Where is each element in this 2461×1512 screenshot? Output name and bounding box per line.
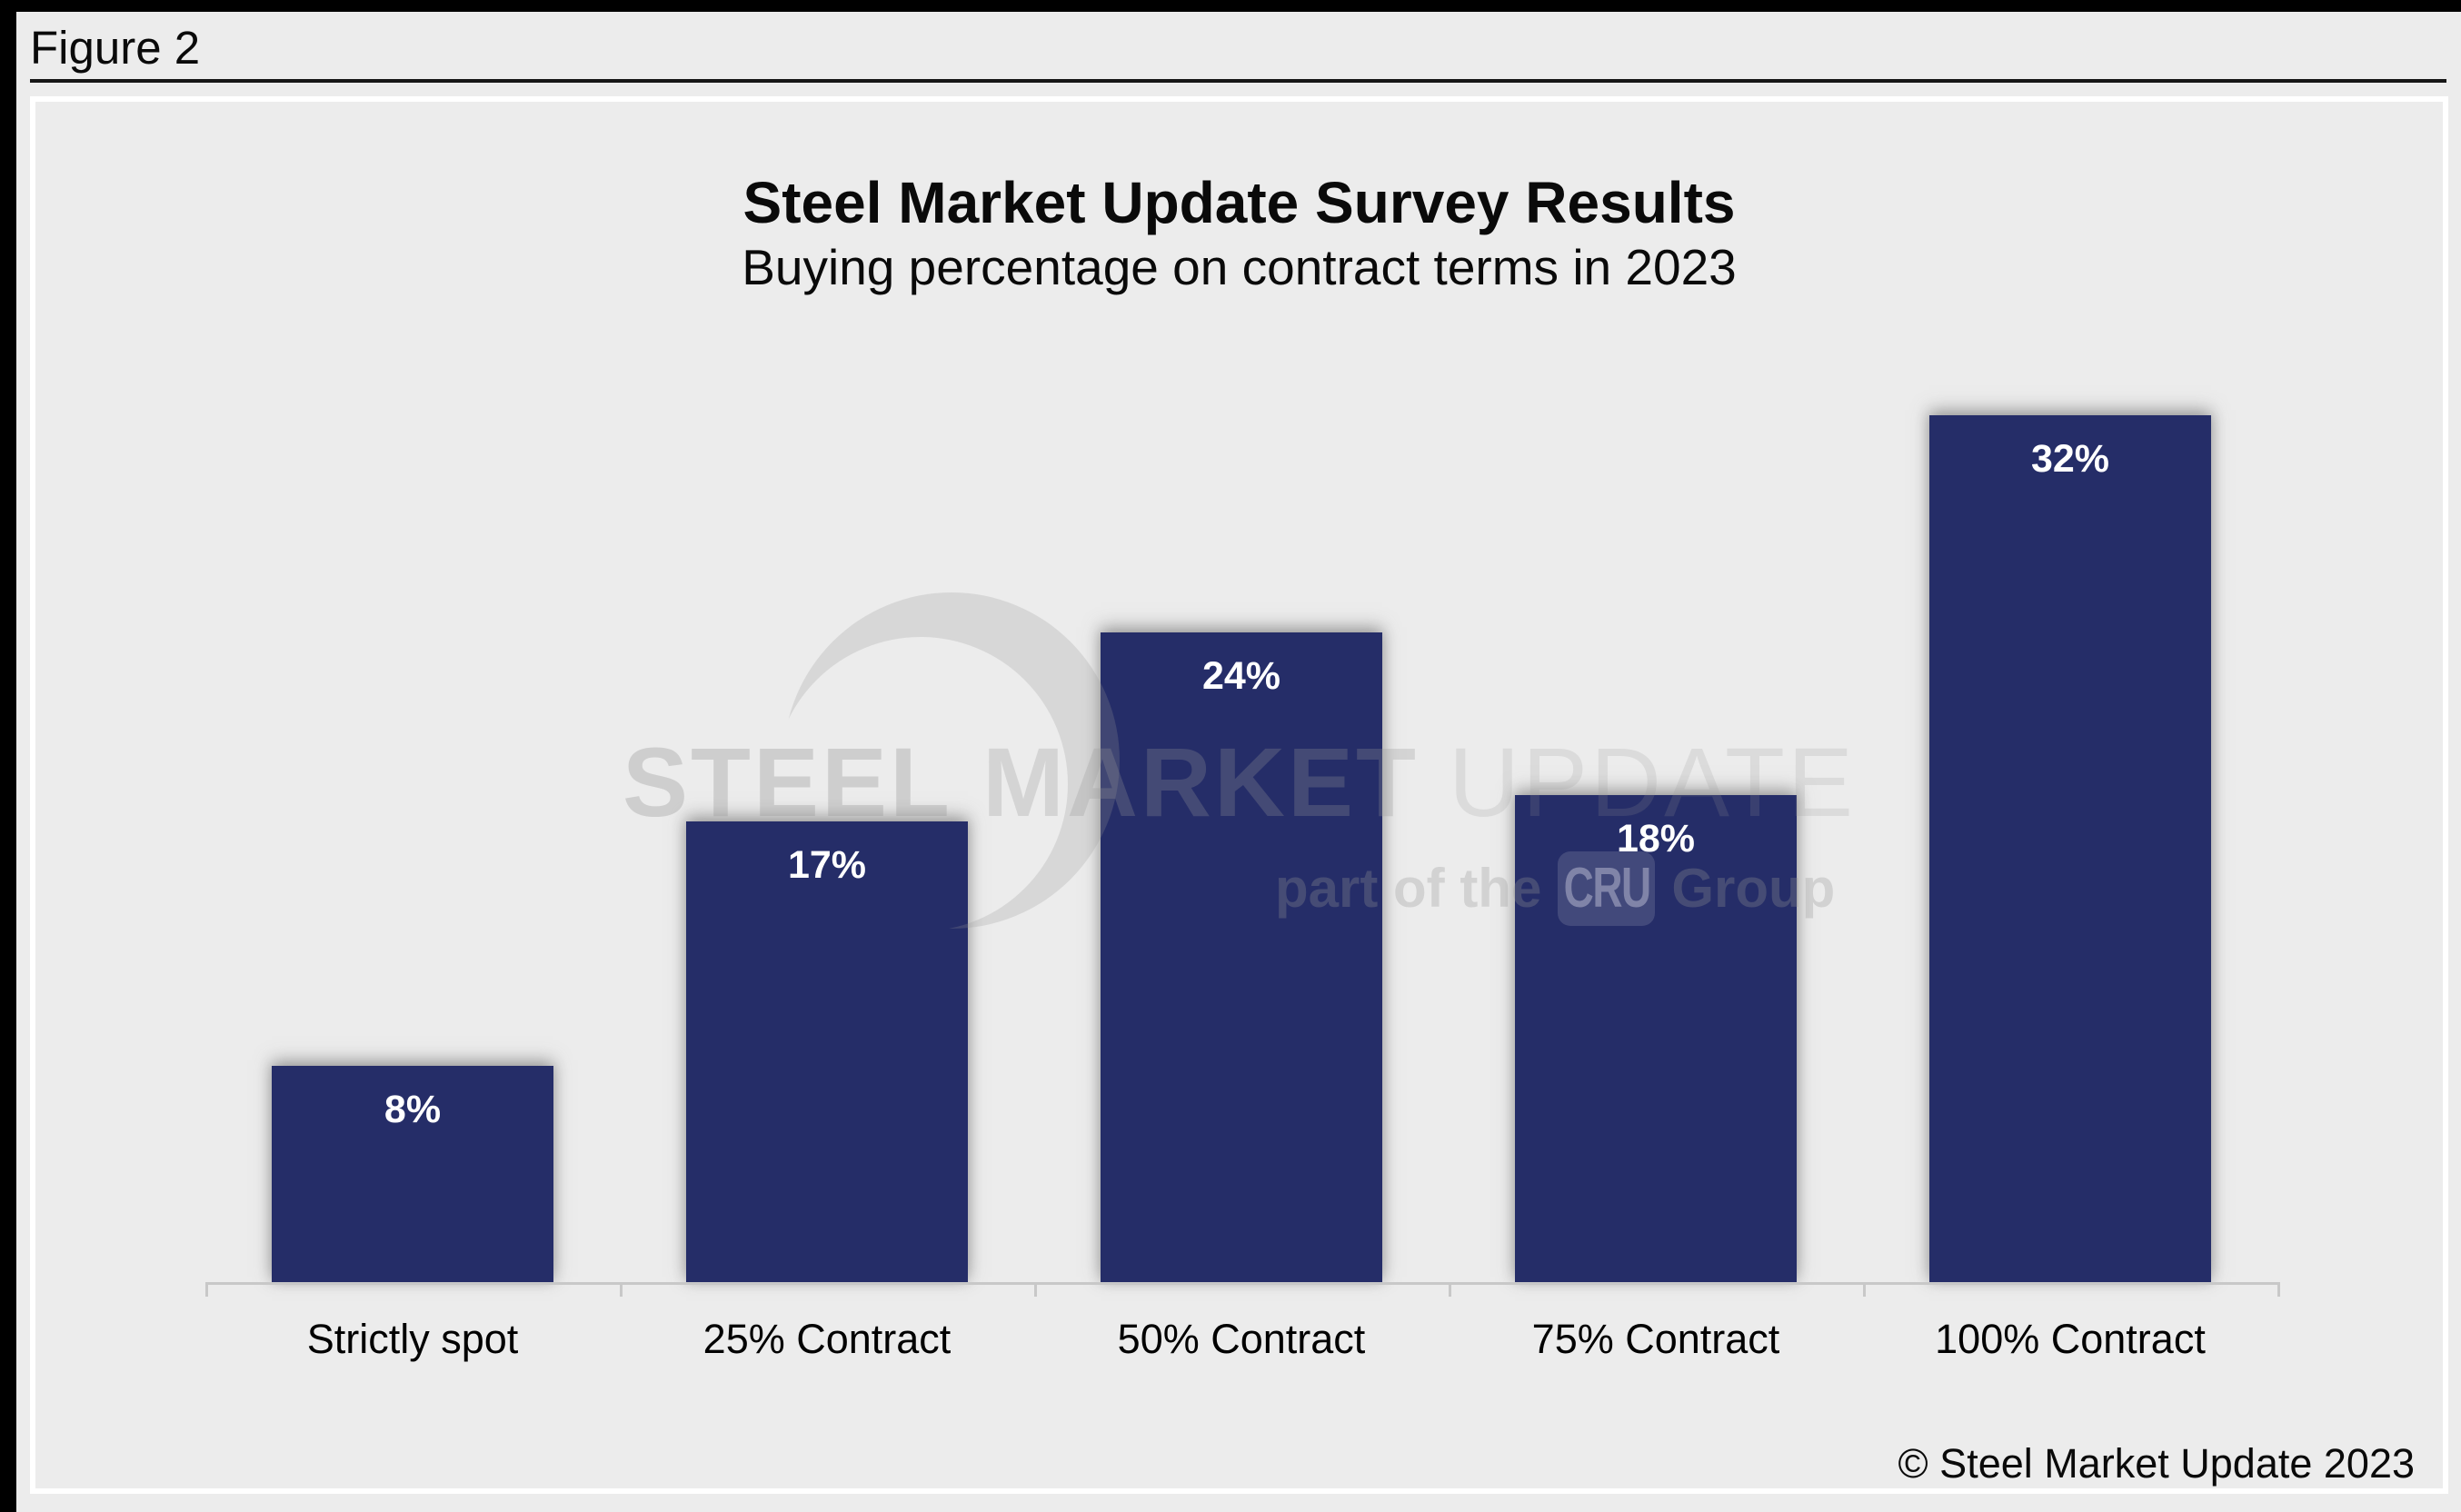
figure-label: Figure 2 <box>30 22 201 74</box>
category-label: 100% Contract <box>1935 1316 2206 1362</box>
copyright-notice: © Steel Market Update 2023 <box>1898 1440 2415 1487</box>
bar: 32% <box>1929 415 2211 1282</box>
x-axis-tick <box>1034 1282 1037 1297</box>
category-label: 25% Contract <box>702 1316 952 1362</box>
bar-value-label: 18% <box>1616 817 1696 860</box>
x-axis-tick <box>205 1282 208 1297</box>
x-axis-tick <box>2277 1282 2280 1297</box>
x-axis-tick <box>1449 1282 1451 1297</box>
x-axis-tick <box>1863 1282 1866 1297</box>
bar: 24% <box>1101 632 1382 1282</box>
x-axis-tick <box>620 1282 623 1297</box>
page-background: Figure 2 Steel Market Update Survey Resu… <box>16 12 2461 1512</box>
bar: 17% <box>686 821 968 1282</box>
bar: 8% <box>272 1066 553 1282</box>
bar: 18% <box>1515 795 1797 1282</box>
brand-word-steel: STEEL <box>622 727 952 837</box>
header-divider <box>30 79 2446 83</box>
category-label: 75% Contract <box>1531 1316 1780 1362</box>
chart-title: Steel Market Update Survey Results <box>742 170 1736 235</box>
chart-subtitle: Buying percentage on contract terms in 2… <box>742 239 1737 295</box>
category-label: Strictly spot <box>306 1316 519 1362</box>
bar-value-label: 32% <box>2030 437 2110 481</box>
x-axis-line <box>205 1282 2280 1285</box>
bar-value-label: 24% <box>1201 654 1281 698</box>
category-label: 50% Contract <box>1117 1316 1366 1362</box>
bar-value-label: 8% <box>384 1088 442 1131</box>
bar-value-label: 17% <box>787 843 867 887</box>
chart-panel: Steel Market Update Survey Results Buyin… <box>30 96 2448 1494</box>
